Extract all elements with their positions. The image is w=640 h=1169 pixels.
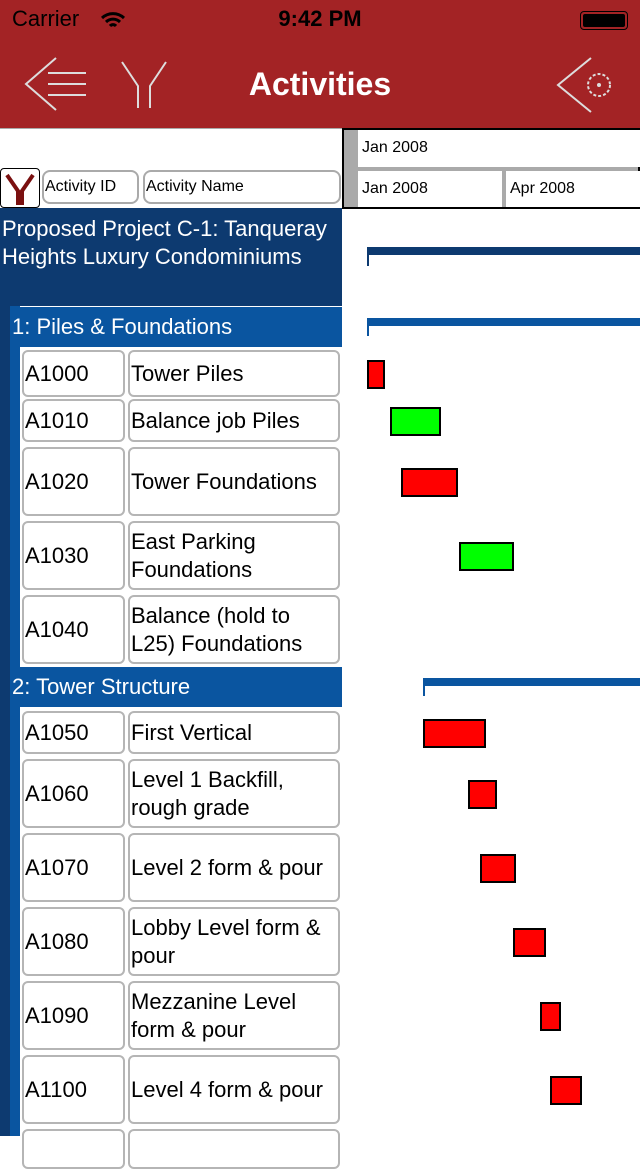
activity-id-cell[interactable]: A1090: [22, 981, 125, 1050]
activity-id-cell[interactable]: A1070: [22, 833, 125, 902]
activity-id-cell[interactable]: A1050: [22, 711, 125, 754]
activity-id: A1080: [25, 928, 89, 954]
activity-id-cell[interactable]: A1010: [22, 399, 125, 442]
activity-name-cell[interactable]: Balance job Piles: [128, 399, 340, 442]
activity-id-cell[interactable]: A1080: [22, 907, 125, 976]
filter-icon: [5, 173, 35, 205]
activity-id: A1050: [25, 719, 89, 745]
activity-name-cell[interactable]: Balance (hold to L25) Foundations: [128, 595, 340, 664]
wbs-row[interactable]: 2: Tower Structure: [10, 667, 342, 707]
activity-id-cell[interactable]: A1040: [22, 595, 125, 664]
activity-id: A1090: [25, 1002, 89, 1028]
activity-bar[interactable]: [423, 718, 486, 748]
activity-name: Balance (hold to L25) Foundations: [131, 602, 303, 656]
activity-id: A1040: [25, 616, 89, 642]
activity-name-cell[interactable]: Level 4 form & pour: [128, 1055, 340, 1124]
activity-name: Level 1 Backfill, rough grade: [131, 766, 284, 820]
project-summary-bar: [367, 247, 640, 255]
activity-name-cell[interactable]: Level 2 form & pour: [128, 833, 340, 902]
wbs-name: 2: Tower Structure: [12, 674, 191, 699]
activity-name: Tower Piles: [131, 360, 244, 386]
activity-name: First Vertical: [131, 719, 253, 745]
activity-name: Level 2 form & pour: [131, 854, 323, 880]
activity-bar[interactable]: [550, 1075, 582, 1105]
activity-name-cell[interactable]: Mezzanine Level form & pour: [128, 981, 340, 1050]
activity-bar[interactable]: [390, 406, 441, 436]
wbs-summary-bar: [367, 318, 640, 326]
activity-id-cell[interactable]: A1030: [22, 521, 125, 590]
activity-name: Lobby Level form & pour: [131, 914, 321, 968]
filter-icon[interactable]: [118, 60, 170, 110]
wbs-name: 1: Piles & Foundations: [12, 314, 233, 339]
activity-id-cell[interactable]: A1000: [22, 350, 125, 397]
activity-id: A1010: [25, 407, 89, 433]
activity-name: Mezzanine Level form & pour: [131, 988, 297, 1042]
activity-id: A1030: [25, 542, 89, 568]
activity-name: East Parking Foundations: [131, 528, 256, 582]
column-header-activity-id[interactable]: Activity ID: [42, 170, 139, 204]
activity-id: A1070: [25, 854, 89, 880]
settings-gear-icon[interactable]: [555, 56, 617, 114]
timescale-month: Jan 2008: [358, 171, 502, 207]
activity-name: Balance job Piles: [131, 407, 300, 433]
activity-bar[interactable]: [540, 1001, 561, 1031]
project-row[interactable]: Proposed Project C-1: Tanqueray Heights …: [0, 208, 342, 306]
battery-icon: [580, 11, 628, 30]
navigation-bar: Carrier 9:42 PM Activities: [0, 0, 640, 128]
activity-id-cell[interactable]: [22, 1129, 125, 1169]
clock: 9:42 PM: [278, 6, 362, 31]
timescale-top: Jan 2008: [358, 130, 640, 167]
activity-bar[interactable]: [401, 467, 458, 497]
project-name: Proposed Project C-1: Tanqueray Heights …: [2, 216, 327, 269]
activity-id-cell[interactable]: A1020: [22, 447, 125, 516]
activity-bar[interactable]: [459, 541, 514, 571]
activity-id: A1060: [25, 780, 89, 806]
carrier-label: Carrier: [12, 6, 80, 31]
activity-bar[interactable]: [468, 779, 497, 809]
activity-id: A1100: [25, 1076, 87, 1102]
column-filter-button[interactable]: [0, 168, 40, 208]
activity-name-cell[interactable]: East Parking Foundations: [128, 521, 340, 590]
activity-name: Tower Foundations: [131, 468, 317, 494]
activity-id-cell[interactable]: A1060: [22, 759, 125, 828]
timescale-header: Jan 2008 Jan 2008 Apr 2008: [342, 128, 640, 209]
timescale-month: Apr 2008: [506, 171, 640, 207]
activity-name-cell[interactable]: Tower Piles: [128, 350, 340, 397]
activity-id: A1020: [25, 468, 89, 494]
activity-name-cell[interactable]: Tower Foundations: [128, 447, 340, 516]
activity-id-cell[interactable]: A1100: [22, 1055, 125, 1124]
activity-bar[interactable]: [367, 359, 385, 389]
activity-bar[interactable]: [513, 927, 546, 957]
activity-name-cell[interactable]: Lobby Level form & pour: [128, 907, 340, 976]
activity-name-cell[interactable]: First Vertical: [128, 711, 340, 754]
back-list-icon[interactable]: [24, 56, 90, 112]
column-header-activity-name[interactable]: Activity Name: [143, 170, 341, 204]
activity-id: A1000: [25, 360, 89, 386]
activity-name-cell[interactable]: [128, 1129, 340, 1169]
wifi-icon: [100, 12, 126, 28]
wbs-summary-bar: [423, 678, 640, 686]
activity-name-cell[interactable]: Level 1 Backfill, rough grade: [128, 759, 340, 828]
page-title: Activities: [248, 66, 392, 102]
activity-bar[interactable]: [480, 853, 516, 883]
wbs-row[interactable]: 1: Piles & Foundations: [10, 307, 342, 347]
activity-name: Level 4 form & pour: [131, 1076, 323, 1102]
